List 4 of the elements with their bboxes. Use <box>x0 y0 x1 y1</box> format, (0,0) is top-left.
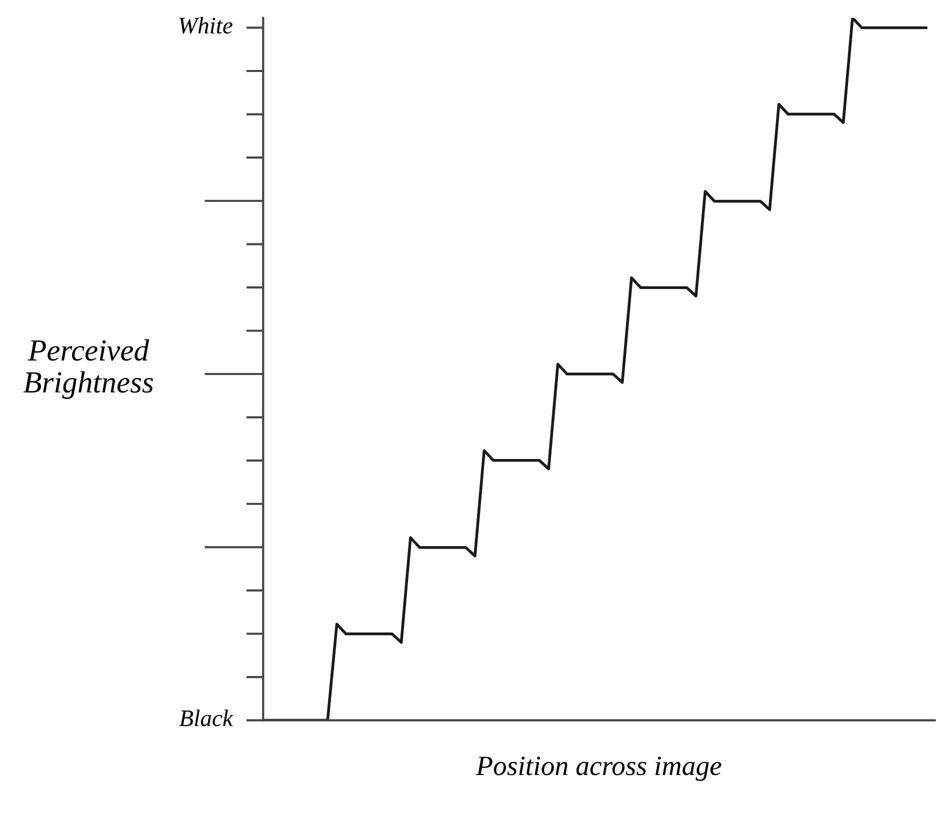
text: White <box>179 17 232 34</box>
x-axis-title: Position across image <box>476 756 722 781</box>
y-axis-title: Perceived Brightness <box>23 339 153 399</box>
text: Black <box>179 710 234 726</box>
